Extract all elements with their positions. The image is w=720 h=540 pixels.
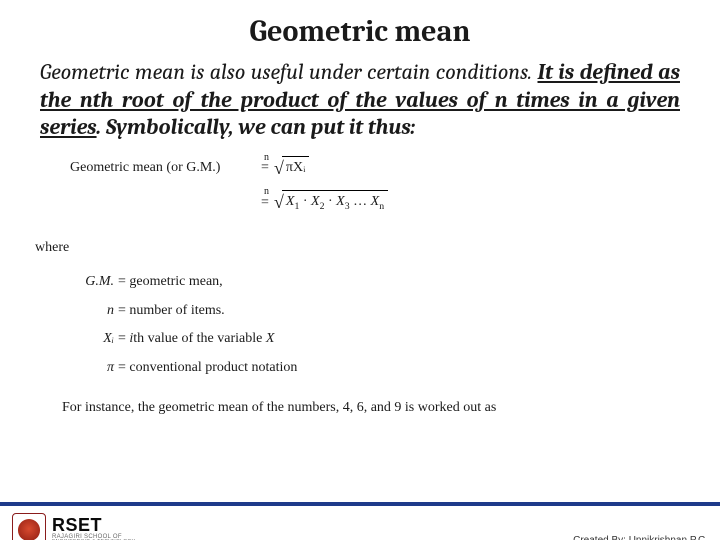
body-tail: . Symbolically, we can put it thus: — [97, 114, 416, 140]
footer: RSET RAJAGIRI SCHOOL OF ENGINEERING & TE… — [0, 506, 720, 540]
formula-row-2: = n √ X1 · X2 · X3 … Xn — [70, 188, 680, 217]
formula-lhs: Geometric mean (or G.M.) — [70, 157, 258, 179]
formula-rhs-2: n √ X1 · X2 · X3 … Xn — [272, 188, 388, 217]
def-row: Xᵢ = ith value of the variable X — [70, 328, 680, 350]
root-degree: n — [264, 150, 269, 166]
def-term: n — [70, 300, 118, 322]
def-row: π = conventional product notation — [70, 357, 680, 379]
logo-main-text: RSET — [52, 516, 135, 534]
def-term: Xᵢ — [70, 328, 118, 350]
radicand-2: X1 · X2 · X3 … Xn — [282, 190, 388, 214]
radicand-1: πXᵢ — [282, 156, 309, 179]
math-block: Geometric mean (or G.M.) = n √ πXᵢ = n √… — [0, 142, 720, 420]
root-degree-2: n — [264, 184, 269, 200]
body-lead: Geometric mean is also useful under cert… — [40, 59, 538, 85]
logo-emblem — [12, 513, 46, 540]
def-term: G.M. — [70, 271, 118, 293]
body-paragraph: Geometric mean is also useful under cert… — [0, 49, 720, 142]
def-desc: = conventional product notation — [118, 357, 297, 379]
institution-logo: RSET RAJAGIRI SCHOOL OF ENGINEERING & TE… — [12, 513, 135, 540]
def-row: n = number of items. — [70, 300, 680, 322]
def-desc: = ith value of the variable X — [118, 328, 274, 350]
def-row: G.M. = geometric mean, — [70, 271, 680, 293]
formula-rhs-1: n √ πXᵢ — [272, 154, 309, 183]
def-term: π — [70, 357, 118, 379]
formula-row-1: Geometric mean (or G.M.) = n √ πXᵢ — [70, 154, 680, 183]
author-credit: Created By: Unnikrishnan P.C. — [573, 515, 708, 540]
definitions-list: G.M. = geometric mean, n = number of ite… — [70, 271, 680, 379]
slide-title: Geometric mean — [0, 14, 720, 49]
def-desc: = number of items. — [118, 300, 225, 322]
where-label: where — [35, 237, 680, 259]
def-desc: = geometric mean, — [118, 271, 223, 293]
example-note: For instance, the geometric mean of the … — [62, 397, 680, 419]
